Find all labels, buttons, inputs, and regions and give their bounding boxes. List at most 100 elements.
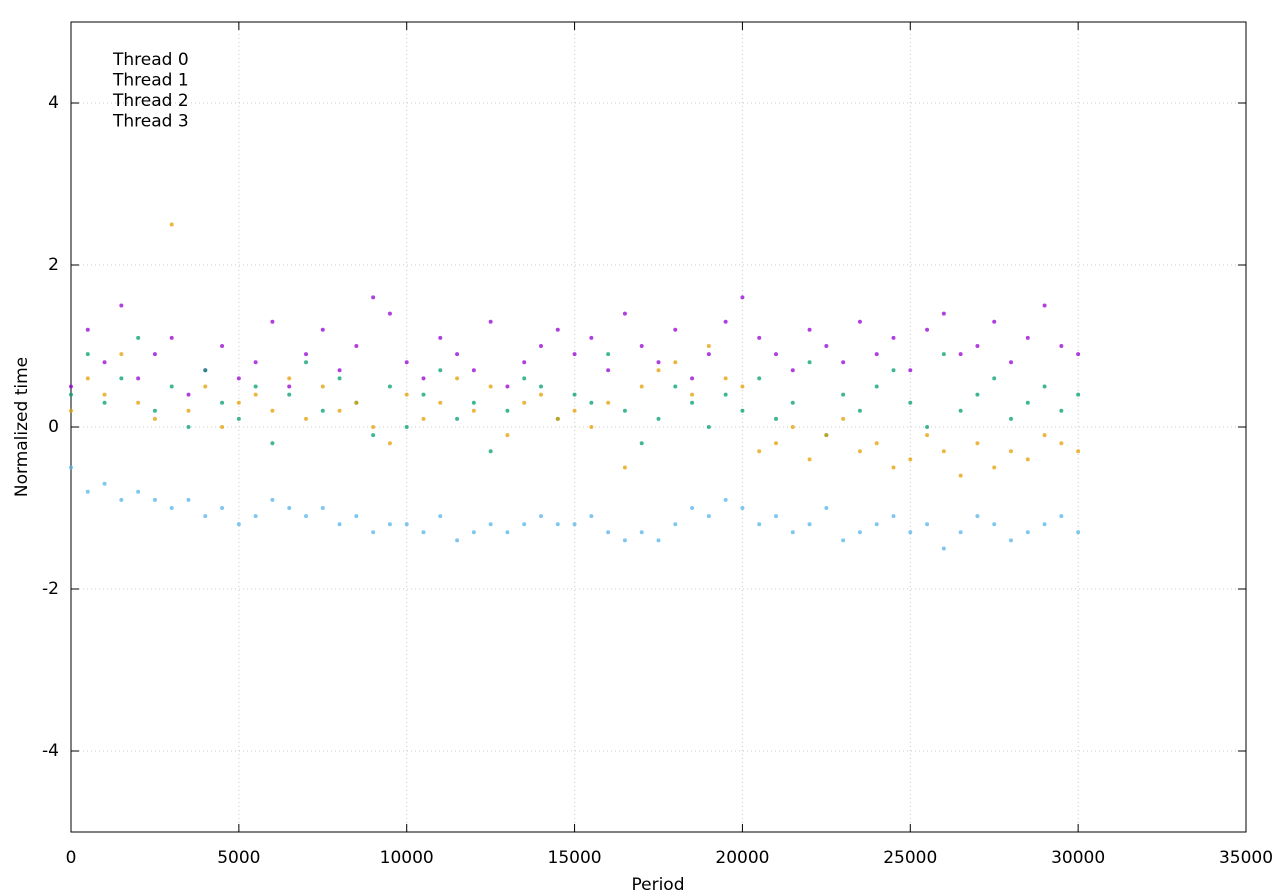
point xyxy=(169,384,174,389)
point xyxy=(220,506,225,510)
point xyxy=(270,408,275,413)
point xyxy=(1076,352,1081,357)
point xyxy=(354,400,359,405)
point xyxy=(774,352,778,357)
point xyxy=(69,465,73,470)
point xyxy=(488,522,493,527)
point xyxy=(471,400,476,405)
point xyxy=(203,514,208,519)
point xyxy=(757,376,762,381)
point xyxy=(555,416,560,421)
point xyxy=(740,506,745,510)
point xyxy=(136,489,141,494)
point xyxy=(136,335,141,340)
point xyxy=(203,368,208,373)
point xyxy=(236,400,241,405)
point xyxy=(438,514,443,519)
point xyxy=(857,449,862,454)
point xyxy=(186,392,191,397)
point xyxy=(673,522,678,527)
point xyxy=(1059,441,1064,446)
point xyxy=(320,408,325,413)
point xyxy=(387,441,392,446)
point xyxy=(404,360,409,365)
point xyxy=(539,514,543,519)
point xyxy=(371,295,376,300)
point xyxy=(807,522,812,527)
point xyxy=(706,352,711,357)
point xyxy=(891,368,896,373)
point xyxy=(505,384,510,389)
point xyxy=(841,392,846,397)
x-tick-label: 35000 xyxy=(1219,848,1273,868)
point xyxy=(85,327,90,332)
point xyxy=(874,384,879,389)
point xyxy=(958,530,963,535)
point xyxy=(673,327,678,332)
point xyxy=(891,465,896,470)
x-tick-label: 30000 xyxy=(1051,848,1105,868)
point xyxy=(220,344,225,348)
point xyxy=(371,530,376,535)
point xyxy=(723,392,728,397)
point xyxy=(354,344,359,348)
point xyxy=(236,416,241,421)
point xyxy=(471,368,476,373)
point xyxy=(723,319,728,324)
point xyxy=(455,352,460,357)
point xyxy=(1059,514,1064,519)
point xyxy=(606,400,611,405)
plot-frame xyxy=(70,21,1247,833)
point xyxy=(119,497,124,502)
x-tick-label: 20000 xyxy=(715,848,769,868)
point xyxy=(236,376,241,381)
point xyxy=(874,522,879,527)
point xyxy=(438,368,443,373)
point xyxy=(85,376,90,381)
point xyxy=(908,457,913,462)
point xyxy=(522,376,527,381)
point xyxy=(253,360,258,365)
point xyxy=(270,497,275,502)
point xyxy=(203,384,208,389)
point xyxy=(606,530,611,535)
point xyxy=(354,514,359,519)
point xyxy=(270,441,275,446)
point xyxy=(572,408,577,413)
point xyxy=(102,360,107,365)
point xyxy=(891,514,896,519)
point xyxy=(639,530,644,535)
point xyxy=(757,522,762,527)
point xyxy=(572,392,577,397)
point xyxy=(102,392,107,397)
point xyxy=(371,425,376,429)
point xyxy=(471,530,476,535)
point xyxy=(857,319,862,324)
point xyxy=(975,514,980,519)
point xyxy=(908,400,913,405)
point xyxy=(1076,449,1081,454)
point xyxy=(421,416,426,421)
point xyxy=(656,360,661,365)
point xyxy=(555,522,560,527)
point xyxy=(572,352,577,357)
point xyxy=(119,376,124,381)
legend-label: Thread 2 xyxy=(112,91,189,111)
point xyxy=(589,425,594,429)
point xyxy=(455,416,460,421)
point xyxy=(320,384,325,389)
point xyxy=(941,311,946,316)
point xyxy=(958,473,963,478)
point xyxy=(169,222,174,227)
point xyxy=(673,384,678,389)
point xyxy=(975,344,980,348)
point xyxy=(220,425,225,429)
point xyxy=(488,384,493,389)
point xyxy=(220,400,225,405)
point xyxy=(287,506,292,510)
point xyxy=(992,522,997,527)
point xyxy=(152,352,157,357)
point xyxy=(1059,344,1064,348)
point xyxy=(287,392,292,397)
